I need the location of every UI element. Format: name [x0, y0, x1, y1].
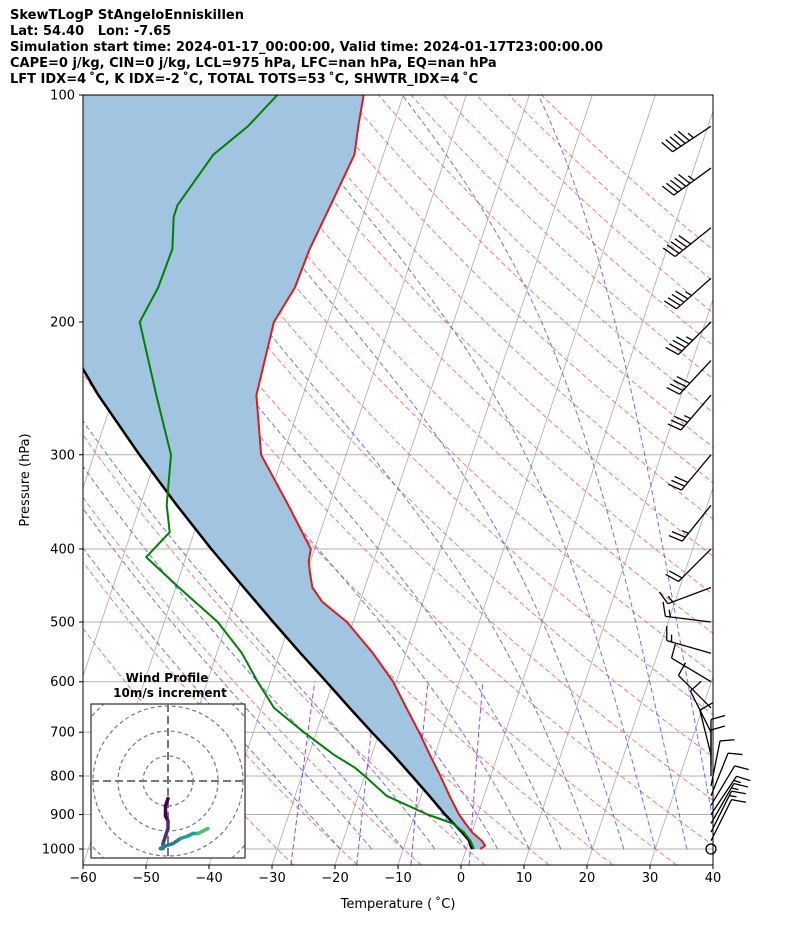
wind-barb	[710, 752, 743, 797]
x-tick-label: 10	[516, 871, 533, 886]
dry-adiabat-line	[377, 95, 713, 414]
y-tick-label: 800	[50, 769, 75, 784]
y-tick-label: 400	[50, 542, 75, 557]
isotherm-line	[208, 95, 467, 865]
title-block: SkewTLogP StAngeloEnniskillen Lat: 54.40…	[10, 8, 603, 88]
x-tick-label: 40	[705, 871, 722, 886]
dry-adiabat-line	[83, 496, 422, 865]
wind-barb	[658, 586, 712, 605]
moist-adiabat-line	[83, 420, 436, 850]
x-axis-label: Temperature ( ˚C)	[340, 896, 456, 912]
y-tick-label: 500	[50, 616, 75, 631]
x-tick-label: −40	[195, 871, 222, 886]
hodograph-subtitle: 10m/s increment	[113, 686, 227, 700]
mixing-ratio-line	[290, 681, 316, 865]
wind-barb	[670, 643, 712, 683]
hodograph-plot	[91, 704, 245, 858]
wind-barb	[665, 548, 712, 583]
wind-barb	[668, 504, 712, 542]
y-tick-label: 200	[50, 315, 75, 330]
isotherm-line	[586, 486, 713, 865]
moist-adiabat-line	[83, 465, 404, 850]
y-tick-label: 600	[50, 675, 75, 690]
wind-barb	[710, 765, 749, 806]
dry-adiabat-line	[214, 95, 713, 595]
wind-barb	[665, 321, 712, 356]
parcel-path-line	[83, 366, 474, 850]
wind-barb	[661, 167, 712, 196]
isotherm-line	[712, 863, 713, 865]
y-tick-label: 900	[50, 808, 75, 823]
dry-adiabat-line	[508, 95, 713, 282]
x-tick-label: −60	[69, 871, 96, 886]
y-tick-label: 100	[50, 89, 75, 104]
wind-barb	[710, 782, 749, 824]
moist-adiabat-line	[272, 95, 656, 850]
wind-barb	[710, 739, 735, 787]
isotherm-line	[523, 298, 713, 865]
y-axis-label: Pressure (hPa)	[18, 433, 33, 526]
x-tick-label: −50	[132, 871, 159, 886]
isotherm-line	[271, 95, 530, 865]
dry-adiabat-line	[475, 95, 713, 314]
dry-adiabat-line	[410, 95, 713, 380]
dry-adiabat-line	[280, 95, 713, 520]
moist-adiabat-line	[173, 95, 625, 850]
wind-barb	[666, 626, 712, 654]
wind-barb	[710, 775, 751, 815]
wind-barbs	[658, 125, 751, 855]
isotherm-line	[460, 109, 713, 865]
dry-adiabat-line	[83, 561, 358, 865]
wind-barb	[667, 454, 712, 491]
isotherm-line	[649, 675, 713, 865]
title-line-indices: LFT IDX=4 ˚C, K IDX=-2 ˚C, TOTAL TOTS=53…	[10, 72, 478, 87]
wind-barb	[667, 394, 712, 431]
plot-axes: −60 −50 −40 −30 −20 −10 0 10 20 30 40 1000 900 800 700…	[42, 89, 721, 887]
x-tick-label: −10	[384, 871, 411, 886]
dry-adiabat-line	[83, 256, 678, 865]
wind-barb	[677, 662, 712, 709]
dry-adiabat-line	[83, 200, 713, 846]
x-tick-label: 20	[579, 871, 596, 886]
dry-adiabat-line	[83, 434, 486, 865]
title-line-location: Lat: 54.40 Lon: -7.65	[10, 24, 172, 39]
y-tick-label: 700	[50, 726, 75, 741]
title-line-time: Simulation start time: 2024-01-17_00:00:…	[10, 40, 603, 55]
plot-data	[83, 95, 487, 850]
wind-barb	[661, 125, 712, 153]
dewpoint-line	[138, 95, 475, 850]
wind-barb	[666, 360, 712, 395]
hodograph: Wind Profile 10m/s increment	[90, 671, 246, 859]
wind-barb	[710, 714, 726, 766]
mixing-ratio-line	[410, 681, 429, 865]
wind-barb	[699, 702, 713, 755]
y-tick-label: 1000	[42, 843, 75, 858]
hodograph-title: Wind Profile	[126, 671, 209, 685]
x-tick-label: 0	[457, 871, 465, 886]
title-line-cape: CAPE=0 j/kg, CIN=0 j/kg, LCL=975 hPa, LF…	[10, 56, 497, 71]
y-tick-label: 300	[50, 448, 75, 463]
moist-adiabat-line	[98, 95, 593, 850]
wind-barb	[689, 680, 712, 733]
moist-adiabat-line	[401, 95, 688, 850]
temperature-line	[255, 95, 487, 850]
x-tick-label: −30	[258, 871, 285, 886]
dry-adiabat-line	[312, 95, 713, 484]
title-line-station: SkewTLogP StAngeloEnniskillen	[10, 8, 244, 23]
parcel-area-fill	[83, 95, 486, 849]
isotherm-line	[83, 95, 89, 113]
wind-barb	[705, 843, 717, 855]
wind-barb	[662, 601, 712, 623]
x-tick-label: −20	[321, 871, 348, 886]
x-tick-label: 30	[642, 871, 659, 886]
dry-adiabat-line	[247, 95, 713, 557]
dry-adiabat-line	[541, 95, 713, 251]
wind-barb	[663, 277, 712, 310]
wind-barb	[710, 790, 747, 833]
wind-barb	[710, 798, 747, 842]
hodograph-trace-segment	[201, 826, 210, 833]
wind-barb	[662, 227, 712, 258]
